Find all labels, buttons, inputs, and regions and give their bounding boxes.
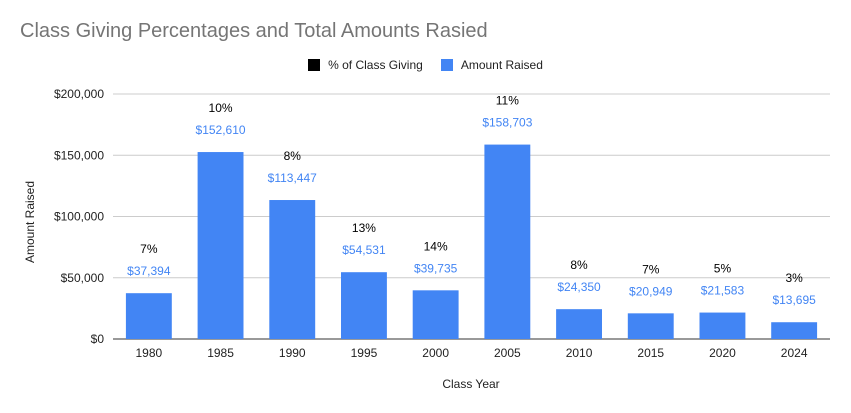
legend-swatch-amount — [440, 59, 453, 71]
x-tick-label: 2020 — [709, 346, 736, 360]
legend-item-amount: Amount Raised — [440, 58, 543, 72]
chart-title: Class Giving Percentages and Total Amoun… — [20, 20, 488, 42]
x-tick-label: 1985 — [207, 346, 234, 360]
amount-data-label: $20,949 — [629, 284, 673, 298]
percent-data-label: 3% — [785, 271, 803, 285]
legend-swatch-percent — [308, 59, 321, 71]
bar — [412, 290, 459, 339]
bar — [197, 152, 244, 339]
percent-data-label: 13% — [352, 221, 376, 235]
bar — [627, 313, 674, 339]
y-tick-label: $0 — [91, 332, 105, 346]
x-tick-label: 1980 — [135, 346, 162, 360]
data-labels: $37,394 7% $152,610 10% $113,447 8% $54,531 13%… — [127, 94, 816, 308]
legend-label-amount: Amount Raised — [460, 58, 543, 72]
percent-data-label: 11% — [496, 94, 519, 108]
y-tick-label: $200,000 — [54, 87, 104, 101]
x-tick-label: 2024 — [781, 346, 808, 360]
amount-data-label: $37,394 — [127, 264, 171, 278]
y-tick-label: $50,000 — [61, 271, 105, 285]
x-tick-label: 2015 — [637, 346, 664, 360]
legend-label-percent: % of Class Giving — [328, 58, 423, 72]
x-tick-label: 1995 — [351, 346, 378, 360]
percent-data-label: 7% — [642, 262, 660, 276]
y-tick-label: $100,000 — [54, 210, 104, 224]
bar — [341, 272, 387, 339]
x-tick-label: 2010 — [566, 346, 593, 360]
amount-data-label: $54,531 — [342, 243, 386, 257]
bar — [484, 144, 531, 339]
percent-data-label: 10% — [209, 101, 233, 115]
amount-data-label: $24,350 — [557, 280, 601, 294]
y-tick-label: $150,000 — [54, 148, 104, 162]
bar — [556, 309, 602, 339]
y-axis-title: Amount Raised — [23, 181, 37, 263]
amount-data-label: $152,610 — [196, 123, 246, 137]
percent-data-label: 14% — [424, 239, 448, 253]
amount-data-label: $113,447 — [268, 171, 317, 185]
bars — [125, 144, 818, 339]
legend: % of Class Giving Amount Raised — [0, 58, 851, 72]
amount-data-label: $13,695 — [772, 293, 816, 307]
x-axis-title: Class Year — [442, 377, 499, 391]
amount-data-label: $21,583 — [701, 284, 745, 298]
percent-data-label: 5% — [714, 262, 732, 276]
amount-data-label: $39,735 — [414, 261, 458, 275]
bar — [771, 322, 818, 339]
percent-data-label: 8% — [570, 258, 588, 272]
x-tick-label: 2005 — [494, 346, 521, 360]
amount-data-label: $158,703 — [482, 116, 532, 130]
legend-item-percent: % of Class Giving — [308, 58, 423, 72]
percent-data-label: 7% — [140, 242, 158, 256]
percent-data-label: 8% — [284, 149, 302, 163]
x-tick-label: 2000 — [422, 346, 449, 360]
bar — [699, 312, 746, 339]
bar — [125, 293, 172, 339]
bar — [269, 200, 316, 339]
x-tick-label: 1990 — [279, 346, 306, 360]
